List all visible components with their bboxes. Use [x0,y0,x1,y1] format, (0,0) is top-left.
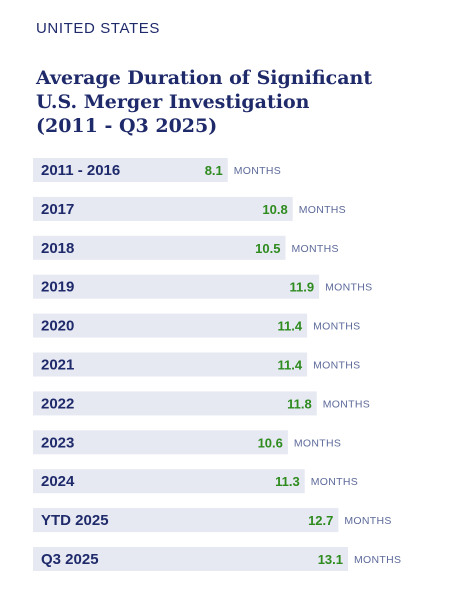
chart-title-line-2: U.S. Merger Investigation [36,91,310,113]
value-label-2020: 11.4 [278,319,303,334]
unit-label-2024: MONTHS [311,476,358,488]
category-label-2022: 2022 [41,395,74,412]
chart-title-line-1: Average Duration of Significant [36,67,373,89]
category-label-q3-2025: Q3 2025 [41,551,99,568]
bar-2017 [33,196,293,221]
category-label-2019: 2019 [41,279,74,296]
value-label-2019: 11.9 [290,280,315,295]
bar-2021 [33,352,308,377]
unit-label-2023: MONTHS [294,437,341,449]
category-label-2020: 2020 [41,318,74,335]
unit-label-2020: MONTHS [313,321,360,333]
category-label-2023: 2023 [41,434,74,451]
unit-label-2018: MONTHS [291,243,338,255]
bar-row-2018: 2018 10.5 MONTHS [33,235,338,260]
value-label-2022: 11.8 [287,396,312,411]
bar-row-2021: 2021 11.4 MONTHS [33,352,360,377]
unit-label-2011-2016: MONTHS [234,165,281,177]
bar-q3-2025 [33,547,348,571]
bar-2022 [33,391,317,416]
bar-2020 [33,313,308,338]
bar-2024 [33,469,305,494]
bar-row-2019: 2019 11.9 MONTHS [33,274,372,299]
category-label-2017: 2017 [41,201,74,218]
duration-bar-chart: 2011 - 2016 8.1 MONTHS 2017 10.8 MONTHS 2018 10… [33,158,401,571]
bar-ytd-2025 [33,508,339,533]
region-label: UNITED STATES [36,20,160,37]
value-label-2021: 11.4 [278,358,303,373]
chart-title-line-3: (2011 - Q3 2025) [36,115,218,137]
bar-2018 [33,235,286,260]
unit-label-2021: MONTHS [313,360,360,372]
value-label-q3-2025: 13.1 [318,552,343,567]
category-label-2021: 2021 [41,357,74,374]
unit-label-ytd-2025: MONTHS [344,515,391,527]
bar-row-2011-2016: 2011 - 2016 8.1 MONTHS [33,158,281,182]
value-label-2017: 10.8 [262,202,287,217]
value-label-2018: 10.5 [255,241,280,256]
category-label-ytd-2025: YTD 2025 [41,512,109,529]
category-label-2024: 2024 [41,473,75,490]
value-label-2024: 11.3 [275,474,300,489]
bar-row-2024: 2024 11.3 MONTHS [33,469,358,494]
unit-label-2017: MONTHS [299,204,346,216]
bar-row-q3-2025: Q3 2025 13.1 MONTHS [33,547,401,571]
value-label-2023: 10.6 [258,435,283,450]
value-label-2011-2016: 8.1 [205,163,223,178]
category-label-2018: 2018 [41,240,74,257]
bar-row-2023: 2023 10.6 MONTHS [33,430,341,455]
value-label-ytd-2025: 12.7 [308,513,333,528]
bar-2019 [33,274,320,299]
chart-title: Average Duration of Significant U.S. Mer… [36,66,436,138]
bar-2023 [33,430,288,455]
bar-row-2020: 2020 11.4 MONTHS [33,313,360,338]
unit-label-2022: MONTHS [323,398,370,410]
category-label-2011-2016: 2011 - 2016 [41,162,120,179]
unit-label-q3-2025: MONTHS [354,554,401,566]
bar-2011-2016 [33,158,228,182]
bar-row-ytd-2025: YTD 2025 12.7 MONTHS [33,508,391,533]
unit-label-2019: MONTHS [325,282,372,294]
bar-row-2017: 2017 10.8 MONTHS [33,196,346,221]
bar-row-2022: 2022 11.8 MONTHS [33,391,370,416]
